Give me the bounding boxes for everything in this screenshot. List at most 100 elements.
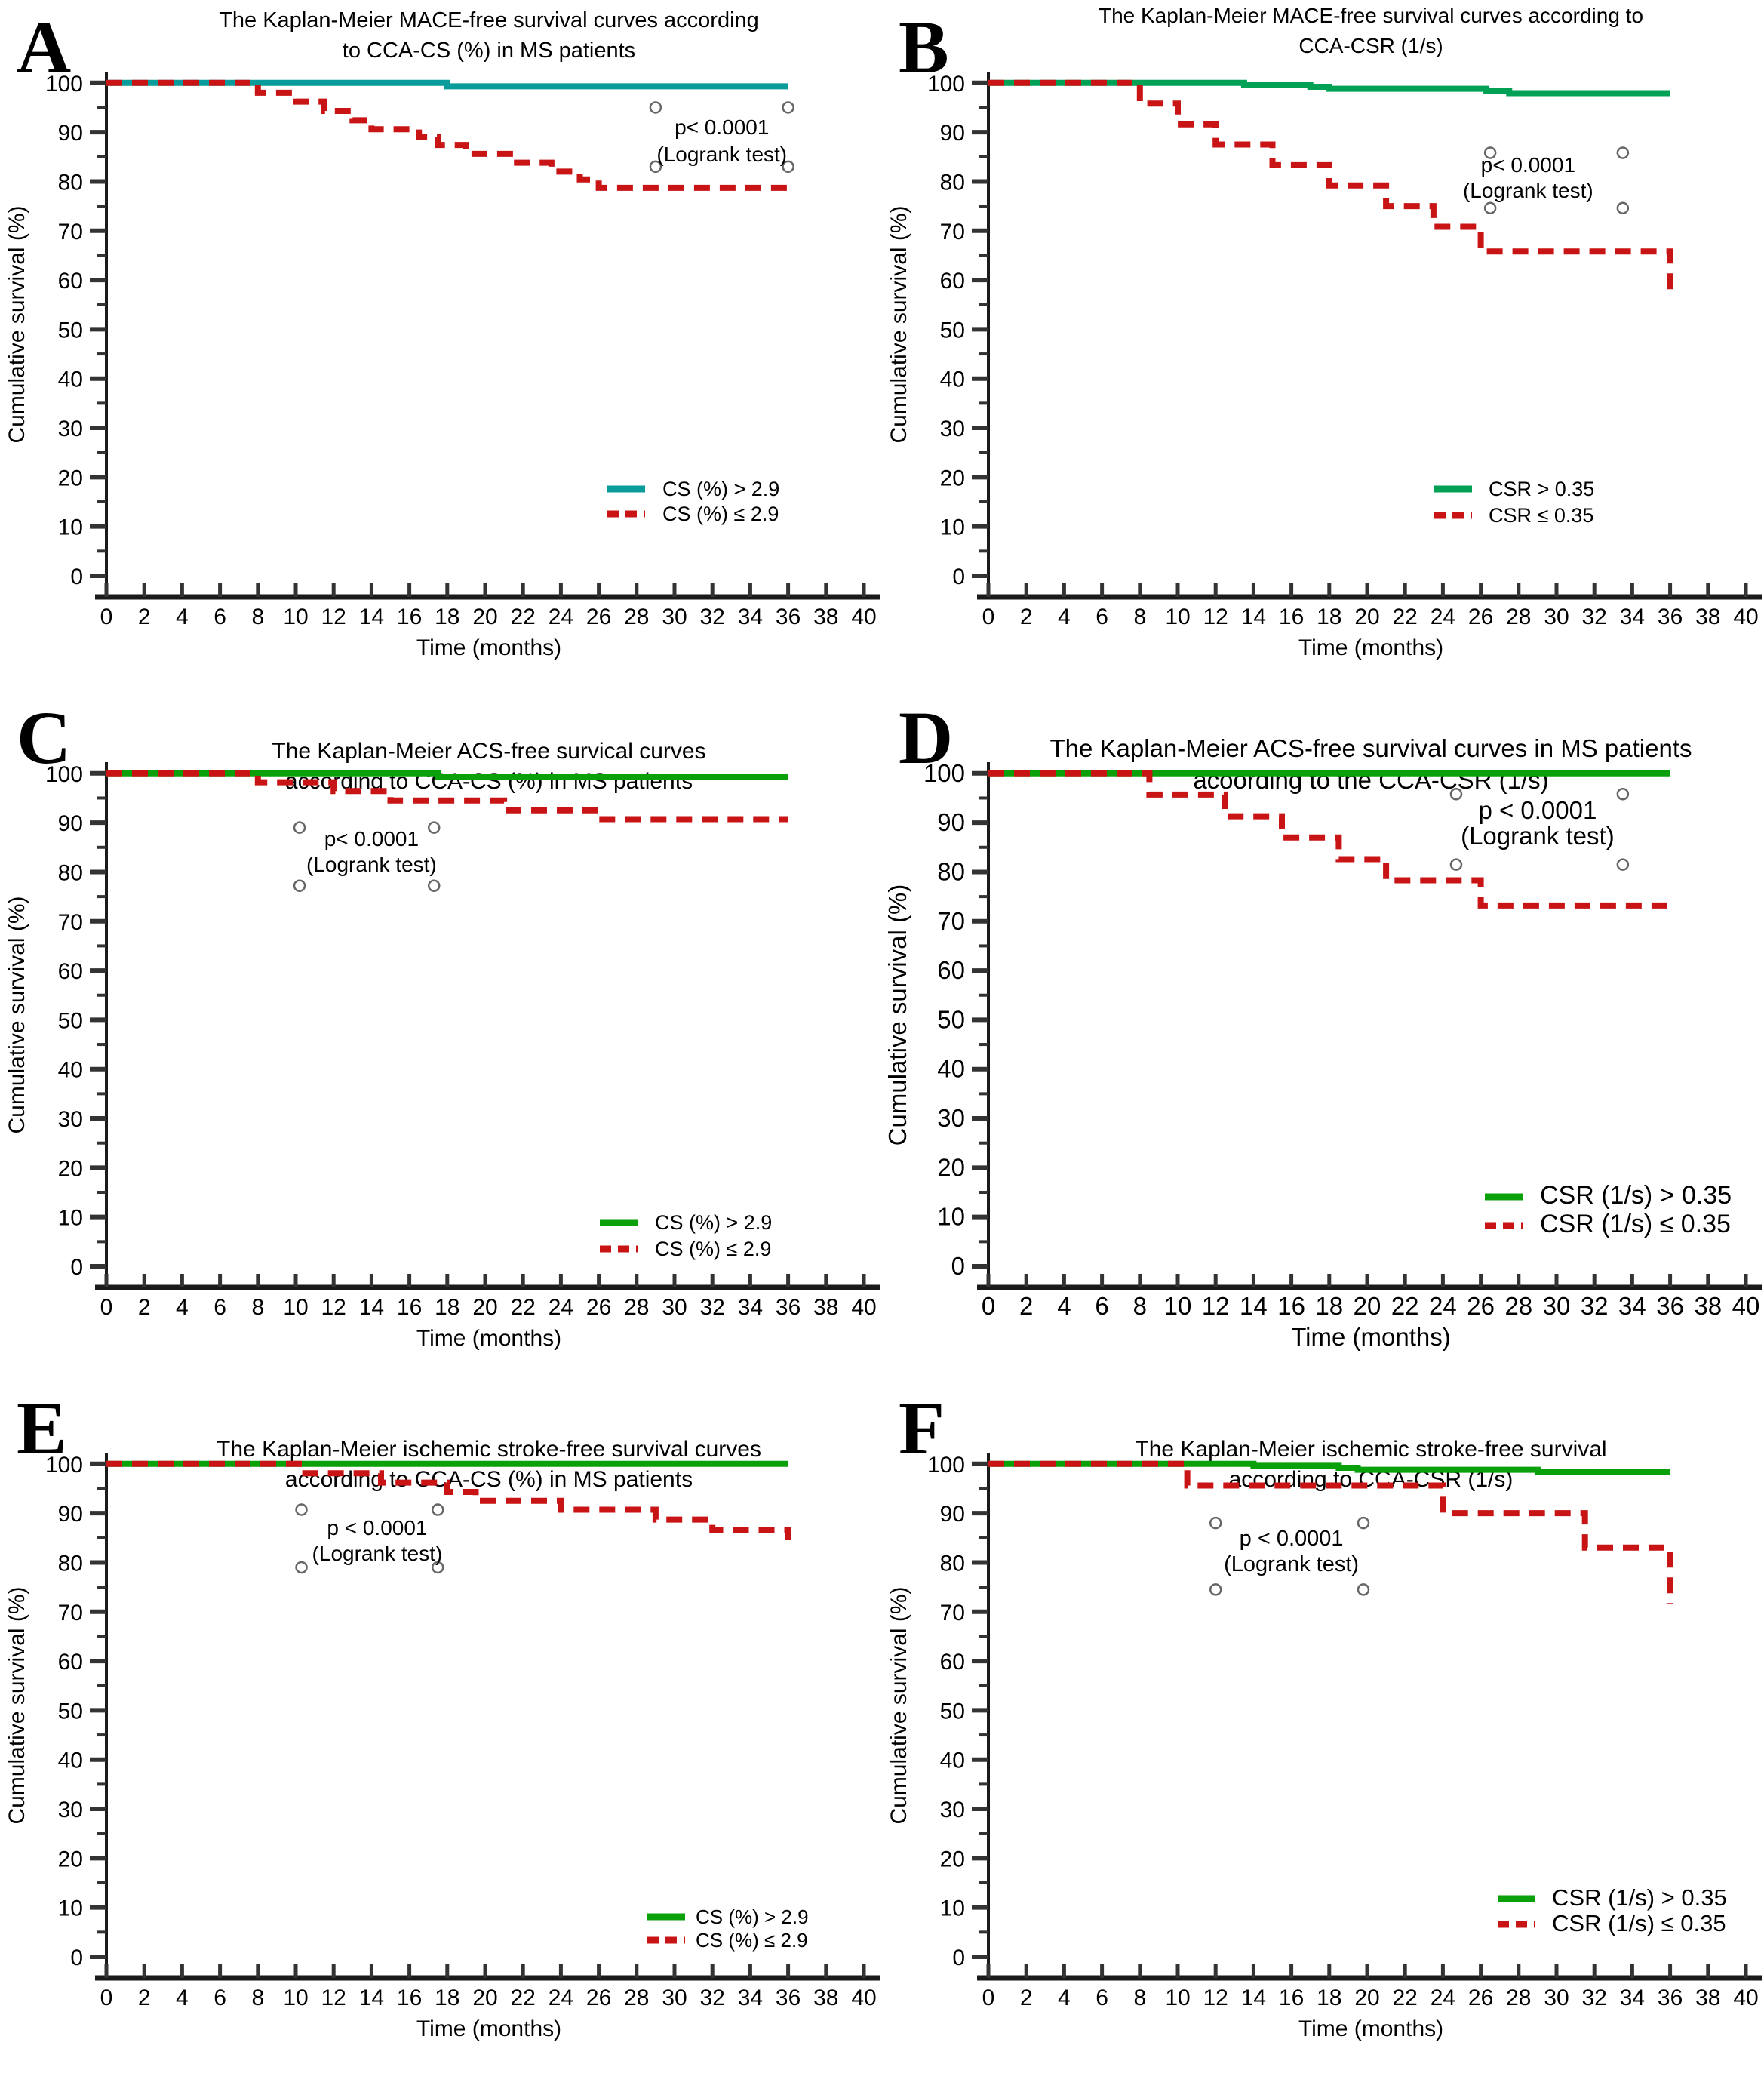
y-tick-label: 40 <box>58 1058 83 1083</box>
x-tick-label: 0 <box>100 1985 113 2010</box>
y-tick-label: 100 <box>45 72 83 97</box>
y-tick-label: 0 <box>70 1945 83 1970</box>
legend-label: CS (%) > 2.9 <box>696 1905 809 1928</box>
y-tick-label: 20 <box>937 1153 965 1181</box>
y-tick-label: 80 <box>940 170 965 195</box>
x-tick-label: 0 <box>100 604 113 629</box>
x-tick-label: 12 <box>321 1295 346 1320</box>
x-axis-label: Time (months) <box>1298 2016 1443 2041</box>
x-tick-label: 36 <box>776 1295 801 1320</box>
y-tick-label: 100 <box>45 1453 83 1478</box>
y-axis-label: Cumulative survival (%) <box>5 205 29 443</box>
x-tick-label: 24 <box>549 1985 573 2010</box>
y-tick-label: 50 <box>58 1699 83 1724</box>
y-tick-label: 10 <box>58 515 83 540</box>
x-tick-label: 8 <box>1133 1292 1147 1320</box>
x-tick-label: 18 <box>1317 1985 1341 2010</box>
x-tick-label: 4 <box>176 1295 189 1320</box>
x-tick-label: 12 <box>1202 1292 1230 1320</box>
y-tick-label: 40 <box>937 1055 965 1083</box>
km-curve-high <box>106 770 788 780</box>
x-tick-label: 40 <box>1733 604 1758 629</box>
y-tick-label: 80 <box>58 1551 83 1576</box>
x-tick-label: 20 <box>1354 604 1379 629</box>
x-tick-label: 38 <box>813 1295 838 1320</box>
panel-f-svg: F The Kaplan-Meier ischemic stroke-free s… <box>887 1386 1762 2041</box>
x-tick-label: 18 <box>435 1295 459 1320</box>
censor-mark-icon <box>427 821 441 834</box>
km-curve-low <box>988 1460 1673 1604</box>
x-tick-label: 0 <box>982 1985 995 2010</box>
panel-title-line: according to CCA-CS (%) in MS patients <box>285 1467 693 1492</box>
x-tick-label: 2 <box>138 604 151 629</box>
x-tick-label: 24 <box>1431 1985 1455 2010</box>
panel-title-line: The Kaplan-Meier ischemic stroke-free su… <box>217 1437 761 1462</box>
x-tick-label: 28 <box>1506 604 1531 629</box>
x-tick-label: 40 <box>1732 1292 1760 1320</box>
censor-mark-icon <box>1483 201 1497 214</box>
y-tick-label: 70 <box>940 220 965 245</box>
x-tick-label: 38 <box>813 604 838 629</box>
y-tick-label: 50 <box>58 1008 83 1033</box>
y-tick-label: 30 <box>937 1104 965 1132</box>
x-tick-label: 32 <box>700 604 725 629</box>
x-tick-label: 8 <box>1133 1985 1146 2010</box>
km-curve-low <box>106 79 791 195</box>
y-tick-label: 80 <box>940 1551 965 1576</box>
x-tick-label: 6 <box>214 1295 226 1320</box>
y-tick-label: 40 <box>940 1749 965 1773</box>
x-tick-label: 0 <box>100 1295 113 1320</box>
p-value-text: p < 0.0001 <box>1478 796 1597 824</box>
x-tick-label: 36 <box>1658 1985 1683 2010</box>
x-tick-label: 30 <box>662 1295 687 1320</box>
x-tick-label: 28 <box>624 1985 649 2010</box>
y-tick-label: 70 <box>937 907 965 935</box>
y-tick-label: 90 <box>58 811 83 836</box>
x-axis-label: Time (months) <box>416 635 561 660</box>
x-tick-label: 34 <box>738 1295 763 1320</box>
x-tick-label: 22 <box>1391 1292 1419 1320</box>
x-tick-label: 20 <box>472 604 497 629</box>
x-tick-label: 16 <box>1279 604 1304 629</box>
legend-label: CS (%) ≤ 2.9 <box>655 1238 771 1260</box>
x-tick-label: 22 <box>511 1295 536 1320</box>
x-tick-label: 26 <box>586 1295 611 1320</box>
y-tick-label: 70 <box>58 220 83 245</box>
panel-letter-b: B <box>899 5 949 89</box>
x-tick-label: 38 <box>1695 1985 1720 2010</box>
x-tick-label: 14 <box>1240 1292 1268 1320</box>
x-axis-label: Time (months) <box>1298 635 1443 660</box>
x-tick-label: 22 <box>1393 1985 1418 2010</box>
x-tick-label: 26 <box>1468 1985 1493 2010</box>
panel-title-line: The Kaplan-Meier MACE-free survival curv… <box>219 8 759 32</box>
legend-label: CSR (1/s) > 0.35 <box>1552 1884 1727 1911</box>
x-tick-label: 4 <box>176 604 189 629</box>
km-curve-low <box>106 770 788 823</box>
x-tick-label: 32 <box>1582 1985 1607 2010</box>
x-tick-label: 30 <box>1543 1292 1571 1320</box>
x-tick-label: 36 <box>1658 604 1683 629</box>
p-value-text: (Logrank test) <box>656 143 787 166</box>
censor-mark-icon <box>432 1503 444 1516</box>
y-tick-label: 10 <box>940 1896 965 1921</box>
panel-e-svg: E The Kaplan-Meier ischemic stroke-free s… <box>5 1386 880 2041</box>
y-tick-label: 30 <box>58 417 83 441</box>
panel-d-svg: D The Kaplan-Meier ACS-free survival curv… <box>884 696 1762 1351</box>
y-tick-label: 100 <box>927 72 965 97</box>
y-tick-label: 90 <box>58 121 83 146</box>
x-tick-label: 16 <box>397 604 422 629</box>
x-tick-label: 8 <box>251 604 264 629</box>
y-tick-label: 10 <box>58 1896 83 1921</box>
x-tick-label: 22 <box>511 604 536 629</box>
x-tick-label: 32 <box>1581 1292 1609 1320</box>
x-tick-label: 30 <box>662 604 687 629</box>
panel-b: B The Kaplan-Meier MACE-free survival cur… <box>882 0 1764 690</box>
y-tick-label: 80 <box>58 860 83 885</box>
censor-mark-icon <box>1449 787 1463 801</box>
x-tick-label: 30 <box>1544 604 1569 629</box>
x-tick-label: 10 <box>1165 1985 1190 2010</box>
censor-mark-icon <box>1616 146 1630 159</box>
panel-d: D The Kaplan-Meier ACS-free survival curv… <box>882 690 1764 1381</box>
censor-mark-icon <box>293 821 306 834</box>
